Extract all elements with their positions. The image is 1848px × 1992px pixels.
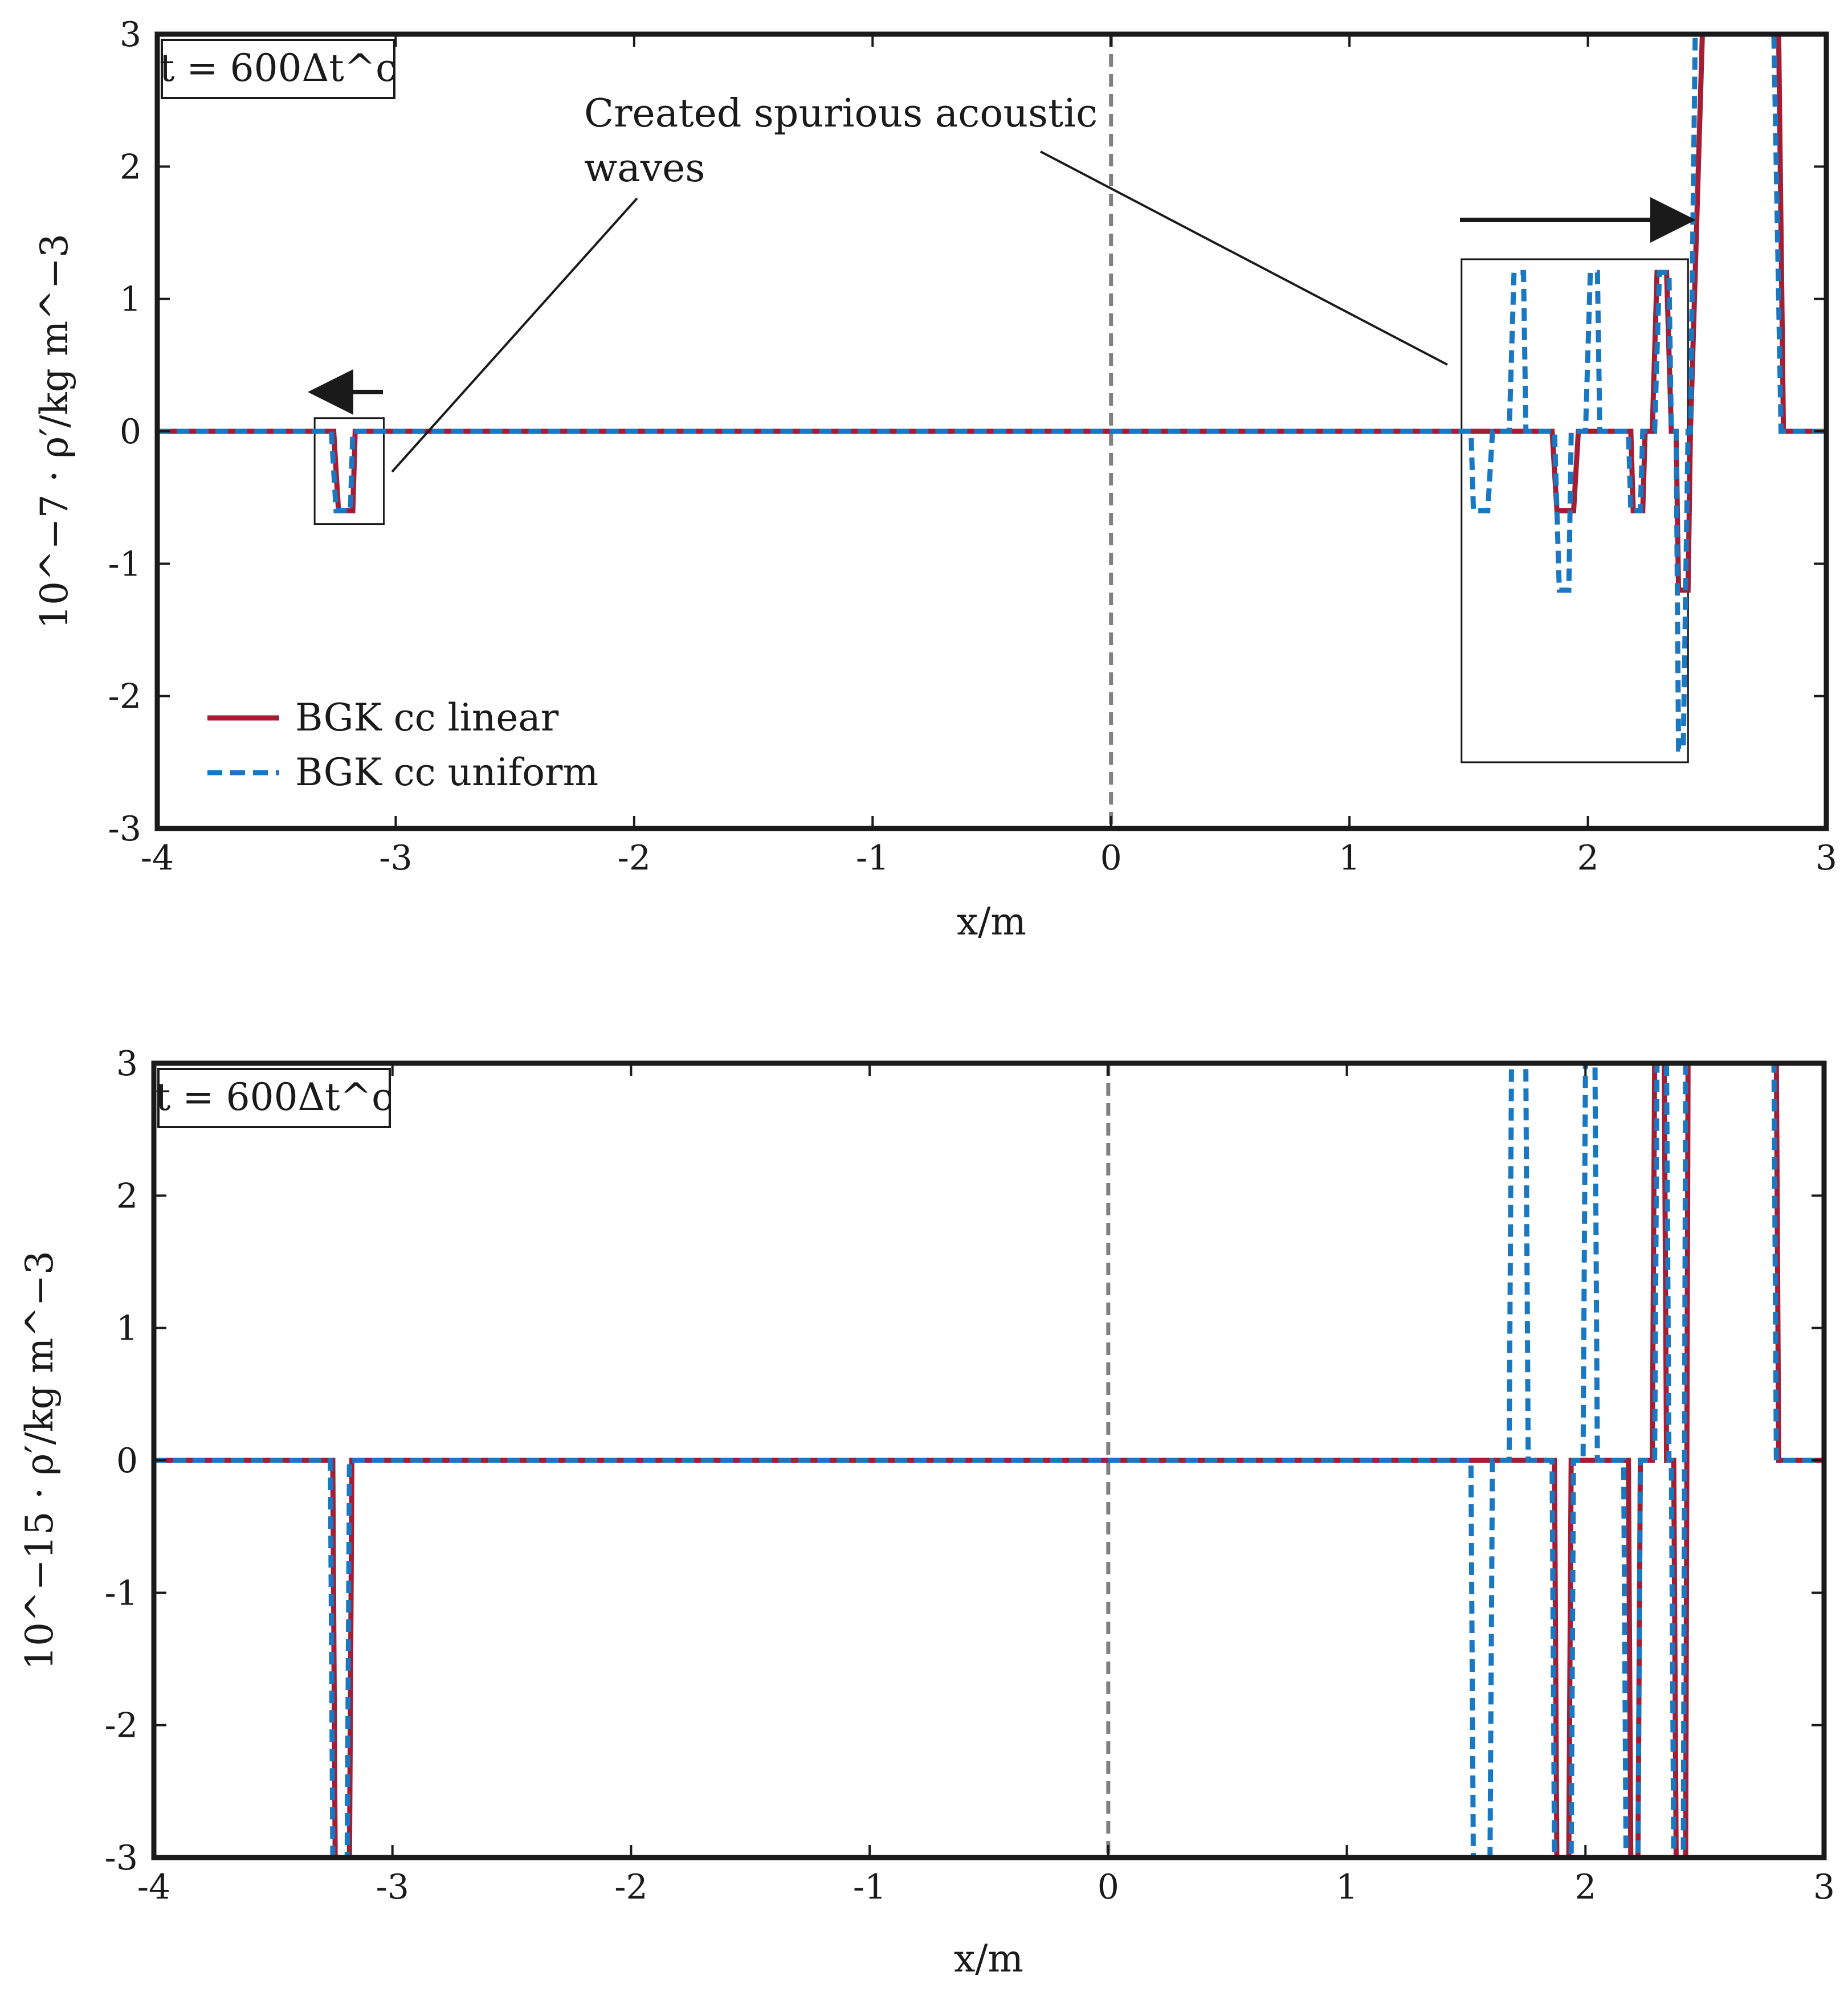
top-x-tick-label: 2 <box>1577 838 1598 878</box>
bottom-series-layer <box>154 1063 1824 1858</box>
highlight-box-1 <box>313 417 385 525</box>
top-y-axis-label: 10^−7 · ρ′/kg m^−3 <box>32 234 76 629</box>
bottom-x-tick-label: 0 <box>1098 1867 1119 1907</box>
top-y-tick-label: 3 <box>120 15 141 55</box>
legend-label-linear: BGK cc linear <box>295 696 559 740</box>
top-y-tick-label: 1 <box>120 280 141 320</box>
bottom-y-tick-label: -3 <box>105 1838 138 1878</box>
top-y-tick-label: -1 <box>108 544 141 584</box>
top-series-bgk-cc-uniform <box>157 34 1826 752</box>
top-x-tick-label: -4 <box>141 838 174 878</box>
bottom-y-tick-label: 1 <box>116 1309 138 1349</box>
top-series-layer <box>157 34 1826 752</box>
top-x-tick-label: -2 <box>618 838 651 878</box>
top-annotation-line1: Created spurious acoustic <box>584 91 1098 136</box>
top-y-tick-label: -3 <box>108 809 141 849</box>
top-x-tick-label: 1 <box>1339 838 1360 878</box>
top-x-tick-label: 0 <box>1100 838 1122 878</box>
top-x-tick-label: 3 <box>1816 838 1837 878</box>
bottom-time-label-box: t = 600Δt^c <box>156 1068 393 1128</box>
bottom-y-tick-label: -2 <box>105 1706 138 1746</box>
top-x-ticks: -4 -3 -2 -1 0 1 2 3 <box>141 34 1837 878</box>
bottom-y-tick-label: 2 <box>116 1176 138 1216</box>
bottom-y-axis-label: 10^−15 · ρ′/kg m^−3 <box>18 1251 62 1670</box>
bottom-x-tick-label: 2 <box>1574 1867 1596 1907</box>
top-x-tick-label: -3 <box>379 838 412 878</box>
legend: BGK cc linear BGK cc uniform <box>207 696 598 794</box>
top-time-label-box: t = 600Δt^c <box>160 39 397 99</box>
bottom-x-tick-label: -4 <box>137 1867 170 1907</box>
top-y-ticks: -3 -2 -1 0 1 2 3 <box>108 15 1826 849</box>
bottom-x-tick-label: -2 <box>614 1867 647 1907</box>
top-time-label: t = 600Δt^c <box>160 46 397 90</box>
annotation-pointer-left <box>391 197 638 473</box>
bottom-time-label: t = 600Δt^c <box>156 1075 393 1119</box>
bottom-y-tick-label: -1 <box>105 1573 138 1613</box>
top-x-tick-label: -1 <box>856 838 889 878</box>
bottom-series-bgk-cc-uniform <box>154 1063 1824 1858</box>
bottom-x-tick-label: 1 <box>1336 1867 1357 1907</box>
top-y-tick-label: -2 <box>108 677 141 717</box>
bottom-x-tick-label: -1 <box>853 1867 886 1907</box>
top-x-axis-label: x/m <box>957 900 1026 944</box>
bottom-x-ticks: -4 -3 -2 -1 0 1 2 3 <box>137 1063 1835 1907</box>
bottom-y-ticks: -3 -2 -1 0 1 2 3 <box>105 1044 1824 1878</box>
annotation-pointer-right <box>1040 150 1448 366</box>
top-annotation-line2: waves <box>584 146 705 191</box>
bottom-y-tick-label: 0 <box>116 1441 138 1481</box>
bottom-x-tick-label: -3 <box>376 1867 409 1907</box>
bottom-x-tick-label: 3 <box>1813 1867 1835 1907</box>
legend-label-uniform: BGK cc uniform <box>295 750 598 794</box>
bottom-x-axis-label: x/m <box>954 1937 1023 1981</box>
top-y-tick-label: 2 <box>120 147 141 187</box>
top-y-tick-label: 0 <box>120 412 141 452</box>
bottom-y-tick-label: 3 <box>116 1044 138 1084</box>
